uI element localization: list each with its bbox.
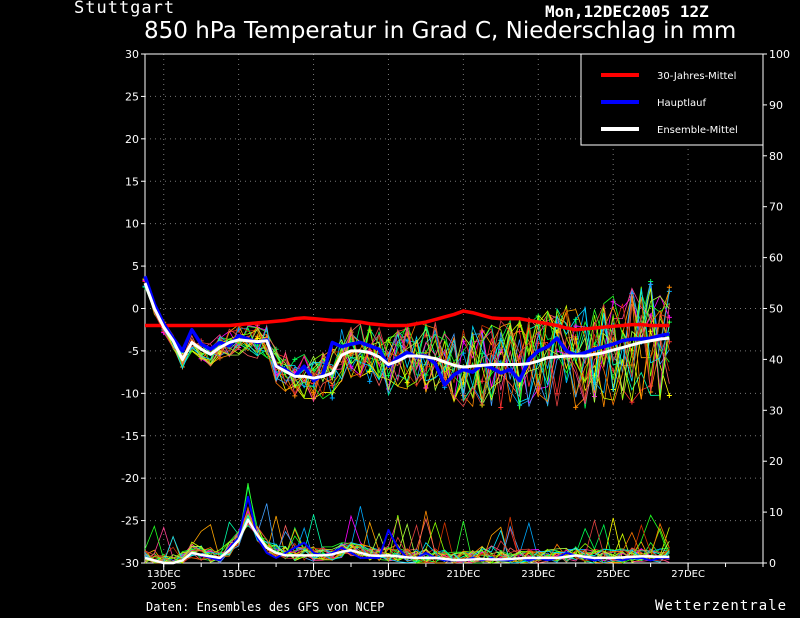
ensemble-member-temperature [144, 278, 670, 408]
right-tick-label: 90 [769, 99, 783, 112]
left-tick-label: -10 [121, 387, 139, 400]
ensemble-member-temperature [144, 282, 670, 407]
ensemble-marker [292, 356, 298, 362]
climate-mean-line [145, 309, 670, 332]
left-tick-label: 30 [125, 48, 139, 61]
ensemble-member-precipitation [144, 513, 670, 564]
right-tick-label: 20 [769, 455, 783, 468]
ensemble-marker [423, 385, 429, 391]
legend-label: Ensemble-Mittel [657, 125, 738, 136]
ensemble-marker [498, 404, 504, 410]
x-tick-label: 19DEC [372, 569, 406, 580]
right-tick-label: 70 [769, 201, 783, 214]
left-tick-label: 5 [132, 260, 139, 273]
run-time: Mon,12DEC2005 12Z [545, 2, 709, 21]
ensemble-member-temperature [144, 279, 670, 400]
ensemble-member-precipitation [144, 514, 670, 564]
left-tick-label: 20 [125, 133, 139, 146]
ensemble-marker [591, 393, 597, 399]
x-tick-label: 15DEC [222, 569, 256, 580]
ensemble-member-precipitation [144, 506, 670, 564]
right-tick-label: 40 [769, 353, 783, 366]
right-tick-label: 100 [769, 48, 790, 61]
ensemble-marker [573, 404, 579, 410]
right-tick-label: 50 [769, 303, 783, 316]
x-tick-label: 17DEC [297, 569, 331, 580]
ensemble-marker [479, 351, 485, 357]
x-tick-label: 25DEC [596, 569, 630, 580]
right-tick-label: 0 [769, 557, 776, 570]
x-tick-label: 23DEC [521, 569, 555, 580]
ensemble-member-precipitation [144, 517, 670, 564]
right-tick-label: 10 [769, 506, 783, 519]
ensemble-member-temperature [144, 285, 670, 406]
legend-label: 30-Jahres-Mittel [657, 71, 736, 82]
left-tick-label: 25 [125, 90, 139, 103]
right-tick-label: 60 [769, 252, 783, 265]
ensemble-member-precipitation [144, 514, 670, 564]
ensemble-marker [666, 393, 672, 399]
ensemble-mean-line [143, 282, 670, 380]
brand-name: Wetterzentrale [655, 598, 788, 614]
left-tick-label: -30 [121, 557, 139, 570]
x-tick-label: 27DEC [671, 569, 705, 580]
x-tick-sublabel: 2005 [151, 581, 176, 592]
station-name: Stuttgart [74, 0, 176, 18]
ensemble-marker [329, 395, 335, 401]
legend-label: Hauptlauf [657, 98, 706, 109]
left-tick-label: 15 [125, 175, 139, 188]
ensemble-marker [367, 378, 373, 384]
ensemble-marker [404, 380, 410, 386]
ensemble-marker [517, 329, 523, 335]
ensemble-marker [648, 383, 654, 389]
left-tick-label: 10 [125, 218, 139, 231]
left-tick-label: -25 [121, 515, 139, 528]
chart-title: 850 hPa Temperatur in Grad C, Niederschl… [144, 18, 737, 44]
x-tick-label: 13DEC [147, 569, 181, 580]
left-tick-label: -5 [128, 345, 139, 358]
ensemble-marker [385, 373, 391, 379]
right-tick-label: 80 [769, 150, 783, 163]
ensemble-marker [573, 323, 579, 329]
ensemble-marker [367, 369, 373, 375]
ensemble-marker [423, 332, 429, 338]
right-tick-label: 30 [769, 404, 783, 417]
data-source: Daten: Ensembles des GFS von NCEP [146, 600, 385, 614]
left-tick-label: 0 [132, 303, 139, 316]
left-tick-label: -20 [121, 472, 139, 485]
ensemble-marker [573, 336, 579, 342]
precip-ensemble-mean-line [144, 518, 670, 565]
left-tick-label: -15 [121, 430, 139, 443]
x-tick-label: 21DEC [446, 569, 480, 580]
